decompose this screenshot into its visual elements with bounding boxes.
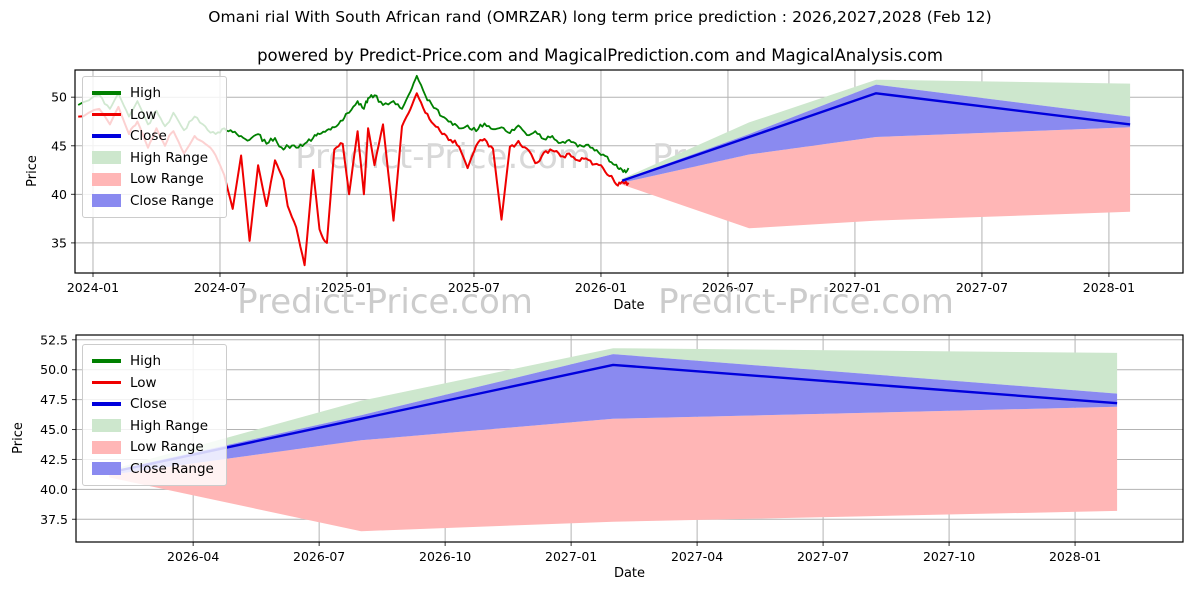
y-tick-label: 52.5 <box>40 332 68 347</box>
low-range-band <box>109 406 1118 532</box>
y-tick-label: 35 <box>51 235 67 250</box>
legend-item-label: High Range <box>130 149 209 166</box>
legend-line-swatch <box>92 359 121 363</box>
y-tick-label: 40 <box>51 187 67 202</box>
legend-item-high-range: High Range <box>92 149 214 167</box>
legend-item-close: Close <box>92 127 214 145</box>
high-range-band <box>109 348 1118 472</box>
watermark-text: Predict-Price.com <box>658 282 954 322</box>
x-tick-label: 2026-07 <box>702 280 754 295</box>
x-tick-label: 2027-01 <box>545 549 597 564</box>
legend-item-label: High Range <box>130 417 209 434</box>
y-tick-label: 50 <box>51 90 67 105</box>
x-tick-label: 2026-10 <box>419 549 471 564</box>
legend-line-swatch <box>92 112 121 117</box>
x-tick-label: 2027-01 <box>829 280 881 295</box>
y-axis-label: Price <box>11 422 26 454</box>
x-tick-label: 2028-01 <box>1083 280 1135 295</box>
legend-line-swatch <box>92 91 121 95</box>
legend-item-label: High <box>130 353 162 369</box>
legend-item-low: Low <box>92 106 214 124</box>
figure-title: Omani rial With South African rand (OMRZ… <box>208 8 992 26</box>
high-range-band <box>622 79 1131 180</box>
legend-item-low: Low <box>92 374 214 392</box>
legend-patch-swatch <box>92 462 121 475</box>
legend-top-chart: High Low Close High Range Low Range Close Ran… <box>82 76 227 218</box>
x-tick-label: 2026-01 <box>575 280 627 295</box>
x-axis-label: Date <box>613 298 644 313</box>
legend-line-swatch <box>92 134 121 138</box>
legend-item-label: Close Range <box>130 460 214 477</box>
x-tick-label: 2025-07 <box>448 280 500 295</box>
close-forecast-line <box>621 92 1131 182</box>
x-tick-label: 2025-01 <box>321 280 373 295</box>
legend-item-low-range: Low Range <box>92 170 214 188</box>
y-axis-label: Price <box>25 155 40 187</box>
y-tick-label: 37.5 <box>40 512 68 527</box>
legend-patch-swatch <box>92 194 121 207</box>
y-tick-label: 47.5 <box>40 392 68 407</box>
legend-item-label: Close Range <box>130 192 214 209</box>
x-tick-label: 2026-07 <box>293 549 345 564</box>
chart-top-history-and-forecast: 2024-01 2024-07 2025-01 2025-07 2026-01 2026-… <box>25 69 1184 322</box>
legend-item-label: Close <box>130 396 167 412</box>
watermark-text: Predict-Price.com <box>237 282 533 322</box>
legend-item-close-range: Close Range <box>92 192 214 210</box>
x-tick-label: 2027-07 <box>797 549 849 564</box>
plot-frame <box>74 69 1184 274</box>
x-tick-label: 2026-04 <box>167 549 219 564</box>
figure-subtitle: powered by Predict-Price.com and Magical… <box>257 46 943 65</box>
y-tick-label: 40.0 <box>40 482 68 497</box>
x-tick-label: 2028-01 <box>1049 549 1101 564</box>
legend-item-label: Low <box>130 106 157 123</box>
legend-line-swatch <box>92 402 121 406</box>
y-tick-label: 45 <box>51 138 67 153</box>
legend-line-swatch <box>92 380 121 385</box>
legend-item-label: Low <box>130 374 157 391</box>
x-tick-label: 2027-04 <box>671 549 723 564</box>
legend-patch-swatch <box>92 151 121 164</box>
legend-patch-swatch <box>92 440 121 454</box>
legend-item-label: Close <box>130 128 167 144</box>
legend-item-high: High <box>92 352 214 370</box>
plot-frame <box>75 334 1184 543</box>
y-tick-label: 45.0 <box>40 422 68 437</box>
legend-item-close: Close <box>92 395 214 413</box>
legend-patch-swatch <box>92 419 121 432</box>
legend-item-label: Low Range <box>130 171 204 187</box>
legend-item-high-range: High Range <box>92 417 214 435</box>
x-axis-label: Date <box>614 566 645 581</box>
close-forecast-line <box>108 363 1118 474</box>
legend-patch-swatch <box>92 172 121 186</box>
x-tick-label: 2027-10 <box>923 549 975 564</box>
legend-item-low-range: Low Range <box>92 438 214 456</box>
legend-bottom-chart: High Low Close High Range Low Range Close Ran… <box>82 344 227 486</box>
x-tick-label: 2024-07 <box>194 280 246 295</box>
chart-bottom-forecast-detail: 2026-04 2026-07 2026-10 2027-01 2027-04 2027-… <box>11 332 1184 581</box>
legend-item-label: High <box>130 85 162 101</box>
x-tick-label: 2027-07 <box>956 280 1008 295</box>
legend-item-close-range: Close Range <box>92 460 214 478</box>
x-tick-label: 2024-01 <box>67 280 119 295</box>
legend-item-label: Low Range <box>130 439 204 455</box>
low-range-band <box>622 127 1131 229</box>
y-tick-label: 50.0 <box>40 362 68 377</box>
legend-item-high: High <box>92 84 214 102</box>
y-tick-label: 42.5 <box>40 452 68 467</box>
